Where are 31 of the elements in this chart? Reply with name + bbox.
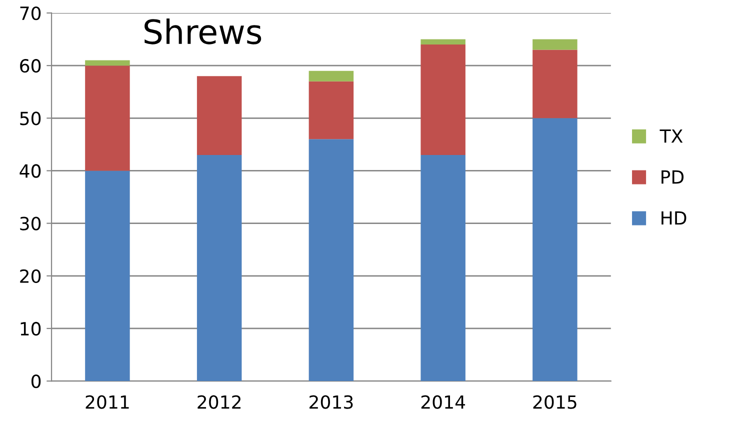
x-tick-label: 2015: [533, 395, 576, 409]
bar: [532, 50, 578, 118]
x-tick-label: 2011: [86, 395, 129, 409]
bar: [85, 60, 130, 66]
bar: [532, 118, 578, 382]
y-tick-label: 40: [20, 164, 41, 178]
bar: [85, 170, 130, 382]
bar: [532, 39, 578, 50]
chart-title: Shrews: [144, 18, 262, 44]
bar: [420, 39, 466, 45]
bar: [308, 139, 354, 382]
x-tick-label: 2014: [421, 395, 466, 409]
y-tick-label: 70: [20, 6, 41, 20]
y-tick-label: 50: [20, 112, 41, 126]
y-tick-label: 20: [20, 269, 41, 283]
legend-label: TX: [660, 129, 683, 143]
y-tick-label: 60: [20, 59, 41, 73]
x-tick-label: 2012: [198, 395, 240, 409]
x-tick-label: 2013: [310, 395, 353, 409]
bar: [420, 154, 466, 382]
bar: [308, 70, 354, 82]
legend-label: PD: [662, 170, 684, 184]
bar: [196, 76, 242, 155]
bar: [196, 154, 242, 382]
legend-label: HD: [662, 211, 686, 225]
bar: [420, 44, 466, 155]
y-tick-label: 10: [20, 322, 41, 336]
y-tick-label: 0: [32, 374, 41, 388]
y-tick-label: 30: [20, 216, 41, 230]
bar: [308, 81, 354, 140]
bar: [85, 66, 130, 171]
